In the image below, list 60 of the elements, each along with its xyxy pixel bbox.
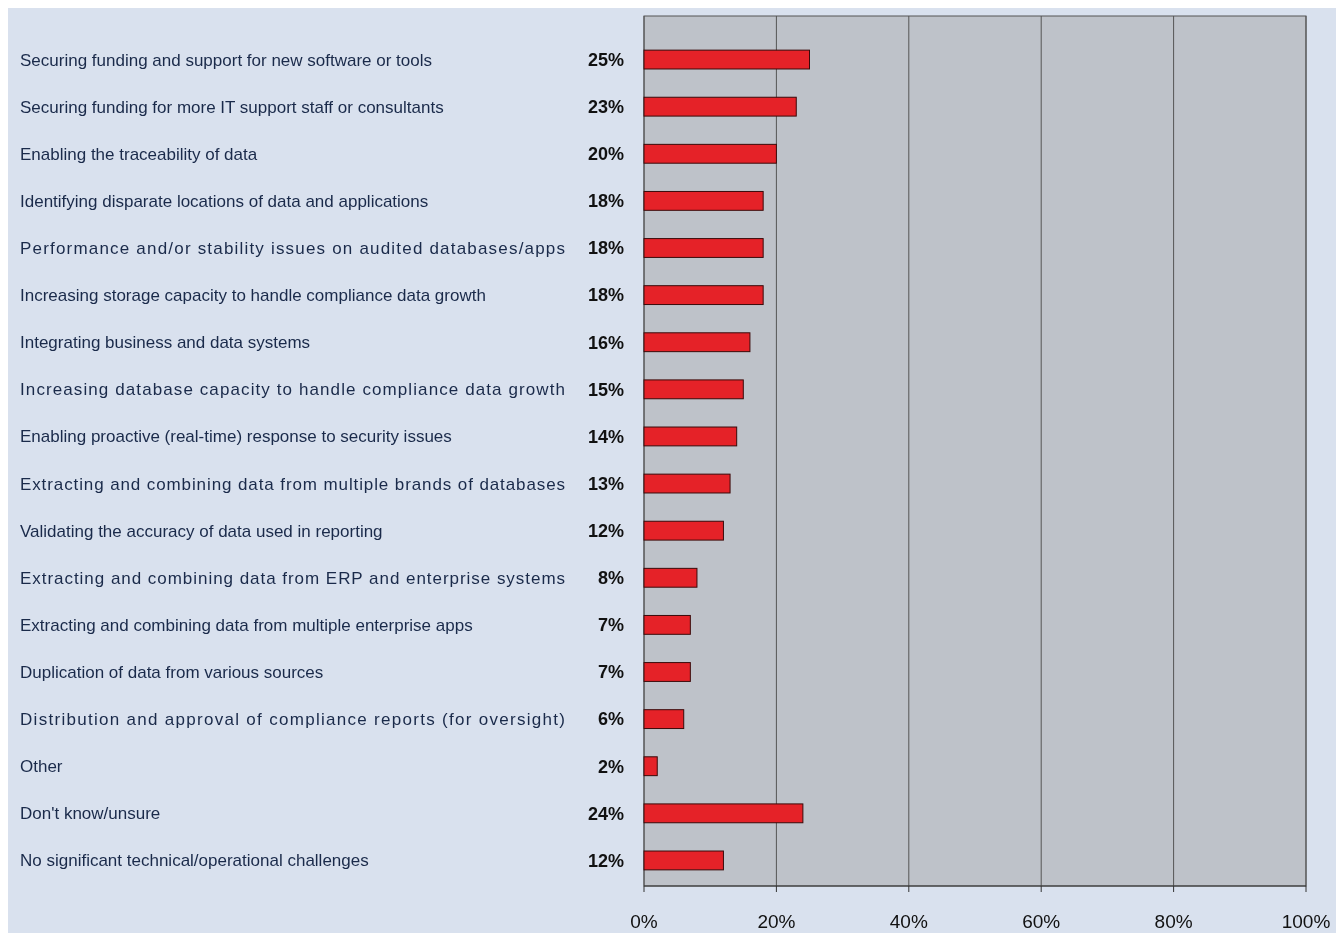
y-tick-label: Duplication of data from various sources — [20, 662, 324, 682]
y-tick-label: Increasing database capacity to handle compliance data growth — [20, 380, 565, 400]
x-tick-label: 20% — [757, 911, 796, 932]
data-label: 12% — [587, 520, 624, 541]
data-label: 8% — [597, 568, 624, 589]
bar — [643, 190, 764, 211]
data-label: 20% — [587, 144, 624, 165]
y-tick-label: Increasing storage capacity to handle compliance data growth — [20, 286, 486, 306]
data-label: 7% — [597, 615, 624, 636]
y-tick-label: Other — [20, 757, 63, 777]
data-label: 23% — [587, 96, 624, 117]
bar — [643, 426, 738, 447]
data-label: 18% — [587, 191, 624, 212]
data-label: 7% — [597, 662, 624, 683]
data-label: 14% — [587, 426, 624, 447]
bar — [643, 332, 751, 353]
y-tick-label: Validating the accuracy of data used in reporting — [20, 521, 383, 541]
bar — [643, 756, 658, 777]
y-tick-label: Securing funding for more IT support staff or consultants — [20, 97, 444, 117]
bar — [643, 379, 744, 400]
x-tick-label: 40% — [889, 911, 928, 932]
data-label: 2% — [597, 756, 624, 777]
y-tick-label: Extracting and combining data from multiple brands of databases — [20, 474, 565, 494]
x-tick-label: 100% — [1281, 911, 1331, 932]
y-tick-label: Integrating business and data systems — [20, 333, 311, 353]
data-label: 25% — [587, 49, 624, 70]
data-label: 6% — [597, 709, 624, 730]
y-tick-label: Enabling the traceability of data — [20, 144, 258, 164]
data-label: 18% — [587, 238, 624, 259]
bar — [643, 567, 698, 588]
bar — [643, 662, 691, 682]
y-tick-label: Performance and/or stability issues on audited databases/apps — [20, 238, 565, 258]
bar — [643, 520, 724, 541]
data-label: 12% — [587, 850, 624, 871]
y-tick-label: Enabling proactive (real-time) response to security issues — [20, 427, 452, 447]
bar — [643, 285, 764, 306]
data-label: 13% — [587, 473, 624, 494]
bar — [643, 143, 777, 164]
bar — [643, 709, 685, 730]
x-tick-label: 80% — [1154, 911, 1193, 932]
y-tick-label: Distribution and approval of compliance reports (for oversight) — [20, 710, 565, 730]
bar — [643, 49, 810, 70]
y-tick-label: No significant technical/operational challenges — [20, 851, 369, 871]
y-tick-label: Extracting and combining data from multiple enterprise apps — [20, 615, 473, 635]
data-label: 15% — [587, 379, 624, 400]
x-tick-label: 60% — [1022, 911, 1061, 932]
data-label: 24% — [587, 803, 624, 824]
bar — [643, 850, 724, 871]
bar — [643, 614, 691, 635]
data-label: 18% — [587, 285, 624, 306]
y-tick-label: Don't know/unsure — [20, 804, 161, 824]
bar — [643, 238, 764, 258]
x-tick-label: 0% — [630, 911, 658, 932]
y-tick-label: Identifying disparate locations of data and applications — [20, 191, 429, 211]
bar — [643, 473, 731, 494]
y-tick-label: Extracting and combining data from ERP and enterprise systems — [20, 568, 565, 588]
data-label: 16% — [587, 332, 624, 353]
bar — [643, 803, 804, 824]
y-tick-label: Securing funding and support for new software or tools — [20, 50, 433, 70]
bar — [643, 96, 797, 117]
